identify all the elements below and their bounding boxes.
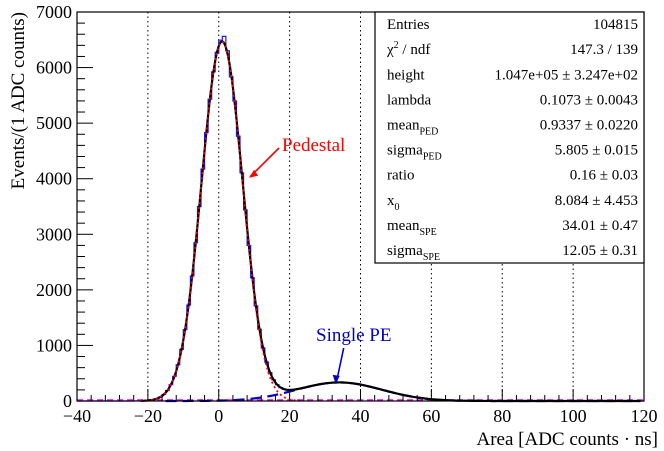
x-tick-label: 0 (214, 406, 223, 426)
stats-row-value: 104815 (593, 17, 638, 33)
stats-row-value: 8.084 ± 4.453 (555, 193, 638, 209)
stats-row-label: lambda (387, 92, 431, 108)
x-tick-label: 120 (631, 406, 658, 426)
single-pe-arrow-line (335, 347, 345, 382)
y-axis-title: Events/(1 ADC counts) (8, 12, 29, 189)
pedestal-annotation-label: Pedestal (282, 135, 345, 156)
pedestal-curve (140, 40, 304, 402)
ticks: −40 −20 0 20 40 60 80 100 120 0 1000 2000 3000 4000 50… (36, 2, 658, 426)
y-tick-label: 4000 (36, 169, 72, 189)
x-tick-label: 40 (352, 406, 370, 426)
y-tick-label: 2000 (36, 280, 72, 300)
y-tick-label: 7000 (36, 2, 72, 22)
y-tick-label: 5000 (36, 113, 72, 133)
x-tick-label: 100 (560, 406, 587, 426)
x-tick-label: 80 (493, 406, 511, 426)
stats-row-value: 5.805 ± 0.015 (555, 143, 638, 159)
stats-row-label: Entries (387, 17, 430, 33)
stats-row-value: 0.1073 ± 0.0043 (540, 92, 638, 108)
x-tick-label: −20 (134, 406, 162, 426)
stats-row-value: 0.9337 ± 0.0220 (540, 117, 638, 133)
y-tick-label: 0 (63, 391, 72, 411)
y-tick-label: 3000 (36, 224, 72, 244)
stats-row-value: 1.047e+05 ± 3.247e+02 (495, 67, 638, 83)
x-axis-title: Area [ADC counts · ns] (476, 429, 658, 450)
annotations: Pedestal Single PE (249, 135, 391, 384)
y-tick-label: 1000 (36, 335, 72, 355)
stats-row-value: 147.3 / 139 (570, 42, 638, 58)
stats-row-value: 0.16 ± 0.03 (570, 168, 638, 184)
stats-box-frame (374, 11, 645, 264)
x-tick-label: 60 (422, 406, 440, 426)
x-tick-label: 20 (281, 406, 299, 426)
y-tick-label: 6000 (36, 58, 72, 78)
single-pe-annotation-label: Single PE (316, 325, 391, 346)
stats-row-value: 12.05 ± 0.31 (562, 243, 638, 259)
stats-row-value: 34.01 ± 0.47 (562, 218, 638, 234)
x-tick-label: −40 (63, 406, 91, 426)
pedestal-arrow-head (249, 169, 259, 178)
stats-box: Entries 104815 χ2 / ndf 147.3 / 139 height 1.… (374, 11, 645, 264)
single-pe-arrow-head (332, 374, 340, 384)
stats-row-label: ratio (387, 168, 415, 184)
stats-row-label: height (387, 67, 425, 83)
stats-row-label: χ2 / ndf (386, 40, 430, 58)
